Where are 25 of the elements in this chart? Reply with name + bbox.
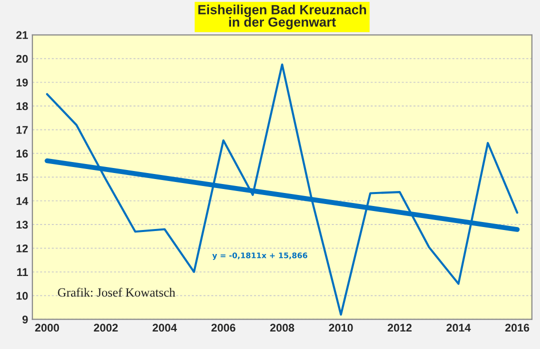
annotation: Grafik: Josef Kowatsch (58, 288, 176, 297)
y-tick-label: 11 (17, 268, 28, 276)
y-tick-label: 18 (16, 102, 28, 110)
y-tick-label: 21 (16, 31, 28, 39)
y-tick-label: 19 (16, 78, 28, 86)
x-tick-label: 2002 (94, 324, 118, 332)
y-tick-label: 20 (16, 54, 28, 63)
y-tick-label: 10 (16, 292, 28, 300)
x-tick-label: 2006 (211, 324, 236, 332)
y-tick-label: 17 (16, 126, 28, 134)
chart-title: Eisheiligen Bad Kreuznach in der Gegenwart (198, 4, 366, 30)
y-tick-label: 15 (16, 174, 28, 182)
line-series (46, 63, 518, 316)
x-tick-label: 2008 (270, 324, 294, 332)
x-tick-label: 2014 (446, 324, 471, 332)
y-tick-label: 9 (22, 316, 28, 324)
y-tick-label: 14 (16, 197, 28, 205)
x-tick-label: 2004 (152, 324, 177, 332)
x-tick-label: 2012 (388, 324, 412, 332)
x-tick-label: 2000 (35, 324, 59, 332)
y-tick-label: 13 (16, 220, 28, 229)
y-tick-label: 16 (16, 150, 28, 158)
x-tick-label: 2016 (505, 324, 530, 332)
x-tick-label: 2010 (328, 324, 353, 332)
y-tick-label: 12 (16, 244, 28, 252)
